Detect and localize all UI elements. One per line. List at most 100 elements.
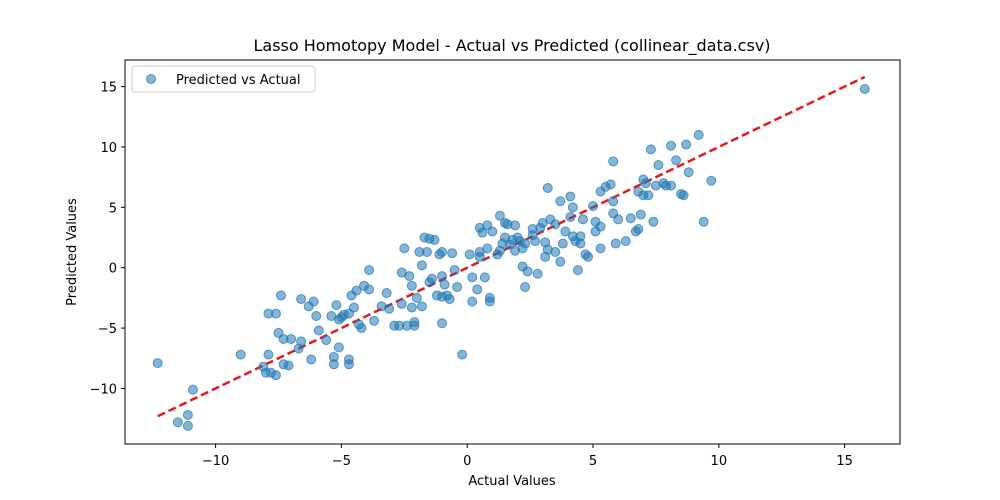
scatter-point [333,342,344,353]
scatter-point [582,251,593,262]
scatter-point [859,83,870,94]
scatter-point [608,196,619,207]
scatter-point [426,273,437,284]
y-tick-label: 15 [100,81,117,96]
scatter-point [477,227,488,238]
scatter-point [577,214,588,225]
scatter-point [610,238,621,249]
scatter-point [482,243,493,254]
scatter-point [439,279,450,290]
scatter-point [286,333,297,344]
scatter-point [328,359,339,370]
scatter-point [306,354,317,365]
scatter-point [550,247,561,257]
scatter-point [343,359,354,370]
y-tick-label: −5 [98,322,117,337]
scatter-point [406,302,417,313]
scatter-point [555,196,566,207]
scatter-point [348,302,359,313]
scatter-point [532,268,543,279]
scatter-point [416,260,427,271]
scatter-point [437,318,448,329]
scatter-point [356,323,367,334]
scatter-point [472,284,483,295]
scatter-point [557,238,568,249]
scatter-point [595,221,606,232]
scatter-point [625,213,636,224]
scatter-point [520,282,531,293]
x-axis: −10 −5 0 5 10 15 [202,444,853,469]
scatter-point [660,180,671,191]
x-tick-label: 10 [711,454,728,469]
scatter-point [608,156,619,167]
scatter-point [522,266,533,277]
scatter-point [449,265,460,276]
scatter-point [698,216,709,227]
scatter-point [640,178,651,189]
scatter-point [520,238,531,249]
scatter-point [595,243,606,254]
y-tick-label: 0 [109,262,117,277]
scatter-point [270,370,281,381]
legend-marker [146,74,156,84]
scatter-point [396,298,407,309]
scatter-point [406,280,417,291]
scatter-point [182,410,193,421]
scatter-point [588,201,599,212]
scatter-point [331,300,342,311]
scatter-point [321,335,332,346]
scatter-point [235,349,246,360]
scatter-point [467,272,478,283]
scatter-point [182,420,193,431]
scatter-point [369,315,380,326]
scatter-point [364,284,375,295]
scatter-point [296,294,307,305]
scatter-point [645,144,656,155]
scatter-point [351,285,362,296]
scatter-point [296,336,307,347]
scatter-point [384,303,395,314]
scatter-point [172,417,183,428]
x-axis-title: Actual Values [468,474,556,489]
scatter-point [633,224,644,235]
scatter-point [648,216,659,227]
legend: Predicted vs Actual [131,65,316,93]
scatter-point [706,175,717,186]
legend-label: Predicted vs Actual [176,73,300,88]
scatter-point [381,288,392,299]
scatter-point [550,219,561,230]
scatter-point [444,294,455,305]
scatter-point [560,226,571,237]
scatter-point [671,155,682,166]
y-tick-label: −10 [90,382,117,397]
scatter-point [565,191,576,202]
scatter-point [152,358,163,369]
scatter-point [311,311,322,321]
scatter-point [437,247,448,257]
scatter-point [575,238,586,249]
scatter-point [572,265,583,276]
plot-frame [124,59,901,445]
y-axis: −10 −5 0 5 10 15 [90,81,125,397]
scatter-points [152,83,870,431]
y-axis-title: Predicted Values [65,198,80,306]
scatter-point [681,139,692,150]
scatter-point [276,290,287,301]
scatter-point [678,190,689,201]
scatter-point [399,243,410,254]
scatter-point [666,140,677,151]
scatter-point [457,349,468,360]
scatter-point [683,167,694,178]
scatter-point [494,210,505,221]
x-tick-label: −5 [332,454,351,469]
scatter-point [270,308,281,319]
scatter-point [530,236,541,247]
x-tick-label: 0 [463,454,471,469]
scatter-point [447,248,458,259]
scatter-point [567,202,578,213]
chart-title: Lasso Homotopy Model - Actual vs Predict… [253,36,770,56]
scatter-point [416,301,427,312]
scatter-point [464,249,475,260]
scatter-point [429,234,440,245]
